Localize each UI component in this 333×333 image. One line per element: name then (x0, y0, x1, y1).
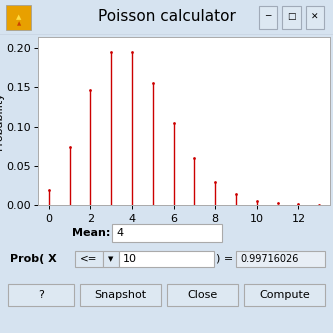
FancyBboxPatch shape (112, 224, 222, 242)
FancyBboxPatch shape (103, 251, 119, 267)
Text: ?: ? (38, 290, 44, 300)
Text: Snapshot: Snapshot (94, 290, 146, 300)
Text: ▲: ▲ (17, 21, 21, 26)
FancyBboxPatch shape (236, 251, 325, 267)
FancyBboxPatch shape (305, 6, 324, 29)
FancyBboxPatch shape (75, 251, 103, 267)
Text: □: □ (287, 12, 296, 21)
Text: 4: 4 (116, 228, 123, 238)
Text: <=: <= (80, 254, 98, 264)
Text: ▲: ▲ (16, 14, 21, 20)
Text: 0.99716026: 0.99716026 (240, 254, 298, 264)
Text: ✕: ✕ (311, 12, 318, 21)
Text: 10: 10 (123, 254, 137, 264)
Text: Close: Close (187, 290, 217, 300)
Text: ▼: ▼ (108, 256, 114, 262)
X-axis label: x: x (181, 226, 187, 237)
FancyBboxPatch shape (6, 5, 31, 30)
FancyBboxPatch shape (259, 6, 277, 29)
Text: Compute: Compute (259, 290, 310, 300)
Text: Prob( X: Prob( X (10, 254, 57, 264)
Text: Poisson calculator: Poisson calculator (98, 9, 235, 24)
FancyBboxPatch shape (244, 284, 325, 306)
FancyBboxPatch shape (80, 284, 161, 306)
Text: Mean:: Mean: (72, 228, 110, 238)
FancyBboxPatch shape (119, 251, 214, 267)
Y-axis label: Probability: Probability (0, 91, 4, 150)
FancyBboxPatch shape (282, 6, 301, 29)
FancyBboxPatch shape (8, 284, 74, 306)
Text: ) =: ) = (216, 254, 233, 264)
FancyBboxPatch shape (166, 284, 238, 306)
Text: ─: ─ (265, 12, 271, 21)
